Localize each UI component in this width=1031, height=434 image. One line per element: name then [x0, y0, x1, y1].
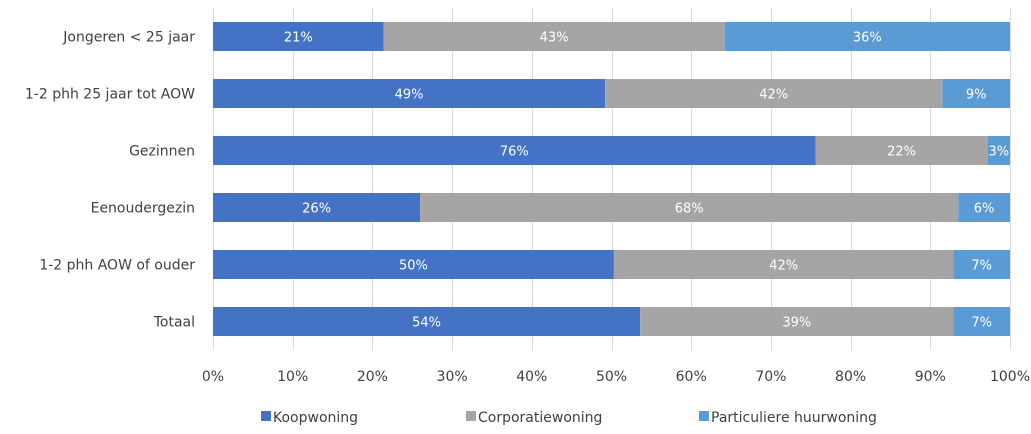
x-tick-label: 50% — [596, 369, 627, 385]
bars: 21% 43% 36% 49% 42% 9% 76% 22% 3% 26% 68% 6% 50% 42% 7… — [213, 22, 1010, 336]
bar-segment — [420, 193, 959, 222]
data-label: 54% — [412, 316, 441, 331]
data-label: 6% — [974, 202, 995, 217]
bar-segment — [213, 136, 816, 165]
x-tick-label: 40% — [516, 369, 547, 385]
bar-segment — [213, 307, 641, 336]
data-label: 50% — [399, 259, 428, 274]
legend-swatch — [261, 411, 271, 421]
category-label: Totaal — [153, 315, 195, 331]
bar-segment — [213, 193, 421, 222]
x-tick-label: 100% — [990, 369, 1030, 385]
bar-segment — [987, 136, 1010, 165]
data-label: 42% — [759, 88, 788, 103]
bar-segment — [213, 22, 384, 51]
data-label: 3% — [989, 145, 1010, 160]
data-label: 7% — [971, 316, 992, 331]
bar-segment — [640, 307, 954, 336]
bar-segment — [958, 193, 1010, 222]
legend-label: Particuliere huurwoning — [711, 410, 877, 426]
data-label: 49% — [395, 88, 424, 103]
bar-segment — [953, 250, 1010, 279]
bar-segment — [942, 79, 1010, 108]
data-label: 43% — [540, 31, 569, 46]
data-label: 68% — [675, 202, 704, 217]
bar-segment — [383, 22, 725, 51]
x-tick-label: 20% — [357, 369, 388, 385]
category-label: Jongeren < 25 jaar — [62, 30, 195, 46]
category-label: 1-2 phh 25 jaar tot AOW — [25, 87, 195, 103]
category-label: 1-2 phh AOW of ouder — [39, 258, 195, 274]
gridlines — [213, 8, 1011, 350]
data-label: 7% — [971, 259, 992, 274]
bar-segment — [605, 79, 943, 108]
category-label: Eenoudergezin — [91, 201, 195, 217]
data-label: 21% — [284, 31, 313, 46]
data-label: 76% — [500, 145, 529, 160]
x-tick-label: 60% — [676, 369, 707, 385]
data-label: 39% — [782, 316, 811, 331]
data-label: 9% — [966, 88, 987, 103]
legend-swatch — [699, 411, 709, 421]
bar-segment — [213, 79, 606, 108]
legend-label: Corporatiewoning — [478, 410, 602, 426]
x-tick-label: 80% — [835, 369, 866, 385]
x-tick-label: 90% — [915, 369, 946, 385]
x-tick-label: 70% — [755, 369, 786, 385]
bar-segment — [613, 250, 954, 279]
x-tick-label: 0% — [202, 369, 224, 385]
data-label: 22% — [887, 145, 916, 160]
x-axis-ticks: 0% 10% 20% 30% 40% 50% 60% 70% 80% 90% 100% — [202, 369, 1030, 385]
data-label: 42% — [769, 259, 798, 274]
x-tick-label: 30% — [437, 369, 468, 385]
data-label: 36% — [853, 31, 882, 46]
category-labels: Jongeren < 25 jaar 1-2 phh 25 jaar tot AO… — [25, 30, 195, 331]
x-tick-label: 10% — [277, 369, 308, 385]
legend: Koopwoning Corporatiewoning Particuliere h… — [261, 410, 877, 426]
bar-segment — [724, 22, 1010, 51]
bar-segment — [213, 250, 614, 279]
legend-swatch — [466, 411, 476, 421]
bar-segment — [953, 307, 1010, 336]
bar-segment — [815, 136, 988, 165]
data-label: 26% — [302, 202, 331, 217]
category-label: Gezinnen — [129, 144, 195, 160]
legend-label: Koopwoning — [273, 410, 358, 426]
